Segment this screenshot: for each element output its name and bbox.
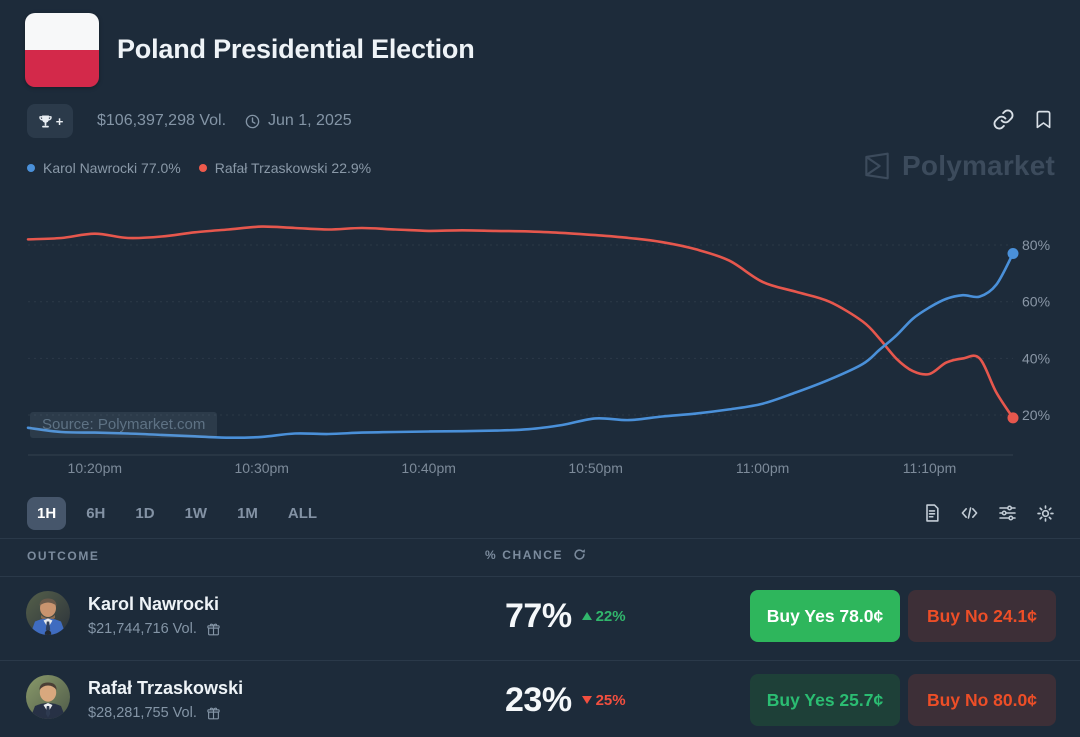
series-line-nawrocki xyxy=(26,252,1015,440)
buy-no-button-trzaskowski[interactable]: Buy No 80.0¢ xyxy=(908,674,1056,726)
rules-document-icon[interactable] xyxy=(922,503,942,523)
flag-red-stripe xyxy=(25,50,99,87)
leaderboard-button[interactable]: + xyxy=(27,104,73,138)
y-axis-tick: 60% xyxy=(1022,294,1050,310)
polymarket-watermark: Polymarket xyxy=(861,150,1055,182)
timeframe-button-1w[interactable]: 1W xyxy=(175,497,218,530)
candidate-volume: $21,744,716 Vol. xyxy=(88,621,197,637)
candidate-info: Karol Nawrocki $21,744,716 Vol. xyxy=(88,594,221,637)
market-meta-row: + $106,397,298 Vol. Jun 1, 2025 xyxy=(27,104,352,138)
divider xyxy=(0,538,1080,539)
chance-value: 77% xyxy=(505,596,572,635)
trophy-plus-label: + xyxy=(55,113,64,129)
candidate-name: Karol Nawrocki xyxy=(88,594,220,614)
timeframe-button-group: 1H 6H 1D 1W 1M ALL xyxy=(27,496,327,530)
x-axis-tick: 10:20pm xyxy=(68,460,122,476)
gift-icon[interactable] xyxy=(206,622,221,637)
chance-value: 23% xyxy=(505,680,572,719)
polymarket-wordmark: Polymarket xyxy=(902,150,1055,181)
chance-cell: 23% 25% xyxy=(505,661,626,737)
y-axis-tick: 80% xyxy=(1022,237,1050,253)
series-endpoint-dot xyxy=(1007,248,1019,260)
gear-icon[interactable] xyxy=(1035,503,1056,524)
y-axis-tick: 40% xyxy=(1022,350,1050,366)
timeframe-button-1h[interactable]: 1H xyxy=(27,496,67,530)
divider xyxy=(0,576,1080,577)
buy-no-button-nawrocki[interactable]: Buy No 24.1¢ xyxy=(908,590,1056,642)
poland-flag xyxy=(25,13,99,87)
chance-change-badge: 25% xyxy=(581,691,626,709)
buy-yes-button-trzaskowski[interactable]: Buy Yes 25.7¢ xyxy=(750,674,900,726)
legend-label-nawrocki: Karol Nawrocki 77.0% xyxy=(43,160,181,176)
bookmark-icon[interactable] xyxy=(1033,108,1054,131)
chance-column-label: % CHANCE xyxy=(485,547,564,562)
legend-item-nawrocki: Karol Nawrocki 77.0% xyxy=(27,160,181,176)
timeframe-button-1m[interactable]: 1M xyxy=(227,497,268,530)
clock-icon xyxy=(244,113,261,130)
outcome-row-nawrocki: Karol Nawrocki $21,744,716 Vol. 77% 22% … xyxy=(0,577,1080,661)
series-endpoint-dot xyxy=(1007,412,1019,424)
flag-white-stripe xyxy=(25,13,99,50)
chart-legend: Karol Nawrocki 77.0% Rafał Trzaskowski 2… xyxy=(27,160,371,176)
x-axis-tick: 11:10pm xyxy=(903,460,956,476)
header-action-icons xyxy=(992,108,1054,131)
chance-change-badge: 22% xyxy=(581,607,626,625)
candidate-info: Rafał Trzaskowski $28,281,755 Vol. xyxy=(88,678,243,721)
legend-label-trzaskowski: Rafał Trzaskowski 22.9% xyxy=(214,160,372,176)
volume-label: $106,397,298 Vol. xyxy=(97,112,227,129)
source-watermark: Source: Polymarket.com xyxy=(30,412,218,438)
timeframe-button-1d[interactable]: 1D xyxy=(125,497,164,530)
arrow-up-icon xyxy=(581,612,592,620)
copy-link-icon[interactable] xyxy=(992,108,1015,131)
embed-code-icon[interactable] xyxy=(959,503,980,523)
x-axis-tick: 11:00pm xyxy=(736,460,789,476)
legend-dot-blue xyxy=(27,164,35,172)
price-chart[interactable]: 20% 40% 60% 80% 10:20pm 10:30pm 10:40pm 10:50pm… xyxy=(0,200,1080,490)
avatar-trzaskowski xyxy=(26,675,70,719)
x-axis-tick: 10:40pm xyxy=(401,460,455,476)
arrow-down-icon xyxy=(581,696,592,704)
buy-yes-button-nawrocki[interactable]: Buy Yes 78.0¢ xyxy=(750,590,900,642)
timeframe-button-all[interactable]: ALL xyxy=(278,497,327,530)
avatar-nawrocki xyxy=(26,591,70,635)
chart-settings-sliders-icon[interactable] xyxy=(997,503,1018,523)
legend-dot-red xyxy=(198,164,207,172)
outcome-row-trzaskowski: Rafał Trzaskowski $28,281,755 Vol. 23% 2… xyxy=(0,661,1080,737)
y-axis-tick: 20% xyxy=(1022,407,1050,423)
change-value: 22% xyxy=(595,607,626,625)
x-axis-tick: 10:30pm xyxy=(234,460,288,476)
gift-icon[interactable] xyxy=(206,706,221,721)
outcome-column-header: OUTCOME xyxy=(27,549,100,563)
end-date-label: Jun 1, 2025 xyxy=(268,112,352,129)
legend-item-trzaskowski: Rafał Trzaskowski 22.9% xyxy=(198,160,372,176)
refresh-icon[interactable] xyxy=(572,547,587,562)
candidate-volume: $28,281,755 Vol. xyxy=(88,705,197,721)
chart-canvas[interactable]: 20% 40% 60% 80% 10:20pm 10:30pm 10:40pm 10:50pm… xyxy=(0,200,1080,490)
outcome-table-header: OUTCOME % CHANCE xyxy=(27,547,1056,563)
chance-column-header: % CHANCE xyxy=(485,547,587,562)
timeframe-button-6h[interactable]: 6H xyxy=(76,497,115,530)
polymarket-logo-icon xyxy=(865,152,889,180)
page-title: Poland Presidential Election xyxy=(117,34,475,64)
divider xyxy=(0,660,1080,661)
trophy-icon xyxy=(38,115,52,127)
chart-toolbar: 1H 6H 1D 1W 1M ALL xyxy=(27,494,1056,532)
chart-tool-icons xyxy=(922,503,1056,524)
x-axis-tick: 10:50pm xyxy=(568,460,622,476)
change-value: 25% xyxy=(595,691,626,709)
chance-cell: 77% 22% xyxy=(505,577,626,655)
candidate-name: Rafał Trzaskowski xyxy=(88,678,244,698)
series-line-trzaskowski xyxy=(26,225,1015,420)
